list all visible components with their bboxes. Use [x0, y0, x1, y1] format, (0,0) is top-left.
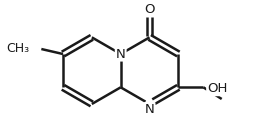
- Text: N: N: [116, 47, 126, 61]
- Text: OH: OH: [207, 82, 228, 95]
- Text: N: N: [145, 103, 154, 116]
- Text: CH₃: CH₃: [7, 42, 30, 55]
- Text: O: O: [144, 2, 155, 16]
